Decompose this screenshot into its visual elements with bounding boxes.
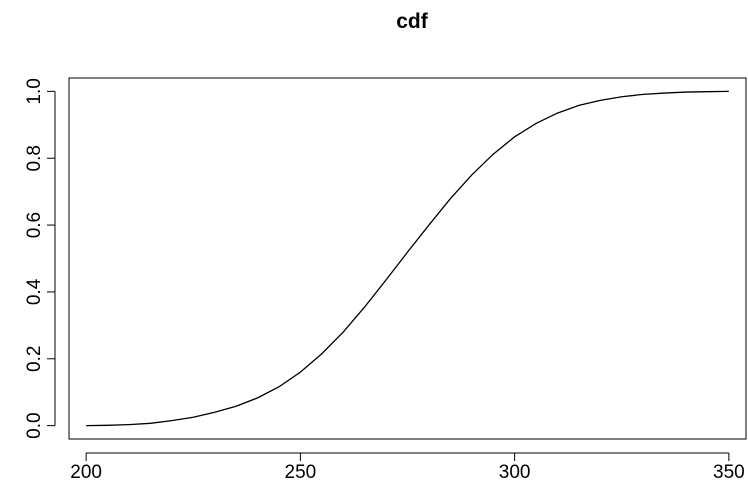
y-tick-label: 0.6 bbox=[24, 212, 45, 238]
x-tick-label: 350 bbox=[713, 462, 745, 483]
plot-frame bbox=[68, 77, 747, 440]
y-tick-label: 0.8 bbox=[24, 145, 45, 171]
y-tick-label: 0.0 bbox=[24, 412, 45, 438]
x-tick-label: 250 bbox=[285, 462, 317, 483]
cdf-line bbox=[86, 90, 729, 427]
y-tick-label: 0.4 bbox=[24, 278, 45, 305]
y-tick-label: 1.0 bbox=[24, 78, 45, 104]
x-tick-label: 300 bbox=[499, 462, 531, 483]
chart-title: cdf bbox=[396, 10, 429, 33]
y-axis: 0.0 0.2 0.4 0.6 0.8 1.0 bbox=[24, 78, 56, 439]
x-tick-label: 200 bbox=[70, 462, 102, 483]
y-tick-label: 0.2 bbox=[24, 346, 45, 372]
x-axis: 200 250 300 350 bbox=[70, 452, 745, 483]
